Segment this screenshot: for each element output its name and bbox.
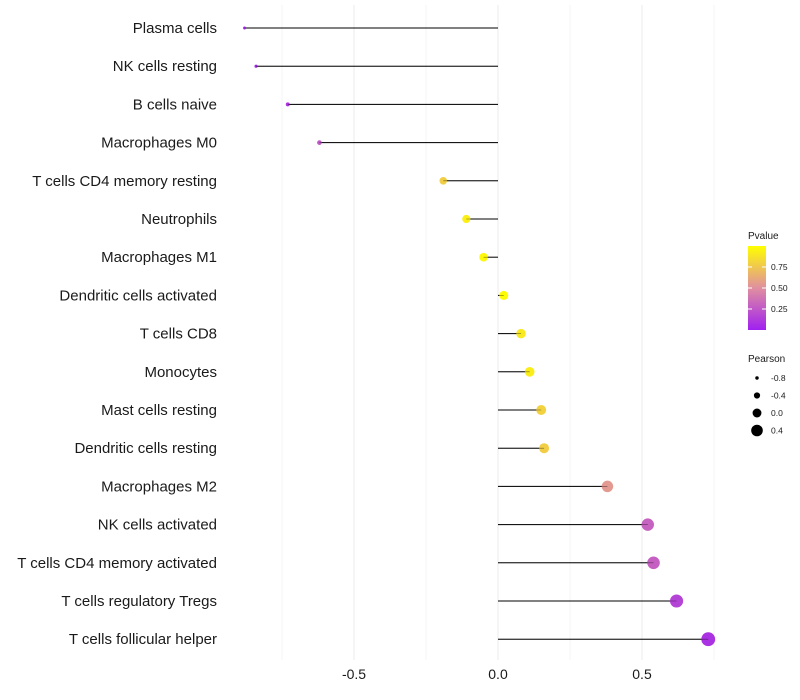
pvalue-legend-title: Pvalue [748, 231, 779, 242]
pearson-legend: Pearson -0.8 -0.4 0.0 0.4 [748, 354, 786, 437]
grid-lines [281, 5, 715, 660]
category-label: Neutrophils [141, 211, 217, 228]
category-label: NK cells resting [113, 58, 217, 75]
category-label: B cells naive [133, 96, 217, 113]
category-label: Macrophages M2 [101, 478, 217, 495]
category-label: T cells CD4 memory activated [17, 555, 217, 572]
colorbar-tick-label: 0.25 [771, 304, 788, 314]
data-point [516, 328, 526, 339]
size-legend-dot [752, 408, 762, 418]
colorbar-tick-label: 0.75 [771, 262, 788, 272]
size-legend-dot [755, 376, 759, 380]
size-legend-label: -0.8 [771, 373, 786, 383]
category-label: Plasma cells [133, 20, 217, 37]
size-legend-label: 0.4 [771, 426, 783, 436]
size-legend-dot [751, 424, 763, 437]
x-tick-label: -0.5 [342, 666, 366, 682]
colorbar-tick-label: 0.50 [771, 283, 788, 293]
size-legend-dot [753, 392, 761, 399]
category-label: Dendritic cells activated [59, 287, 217, 304]
size-legend-label: -0.4 [771, 391, 786, 401]
category-label: Dendritic cells resting [74, 440, 217, 457]
pvalue-legend: Pvalue 0.75 0.50 0.25 [748, 231, 788, 330]
category-label: T cells CD4 memory resting [32, 173, 217, 190]
category-label: T cells follicular helper [69, 631, 217, 648]
category-label: Mast cells resting [101, 402, 217, 419]
x-tick-label: 0.0 [488, 666, 508, 682]
category-label: Monocytes [144, 364, 217, 381]
size-legend-label: 0.0 [771, 408, 783, 418]
category-label: T cells regulatory Tregs [61, 593, 217, 610]
x-tick-label: 0.5 [632, 666, 652, 682]
lollipop-stems [244, 27, 709, 640]
x-axis-ticks: -0.5 0.0 0.5 [342, 666, 652, 682]
category-label: Macrophages M0 [101, 135, 217, 152]
lollipop-points [243, 26, 716, 647]
category-label: NK cells activated [98, 517, 217, 534]
category-label: Macrophages M1 [101, 249, 217, 266]
category-label: T cells CD8 [140, 326, 217, 343]
pvalue-colorbar [748, 246, 766, 330]
category-labels: Plasma cells NK cells resting B cells naiv… [17, 20, 217, 648]
pearson-legend-title: Pearson [748, 354, 785, 365]
